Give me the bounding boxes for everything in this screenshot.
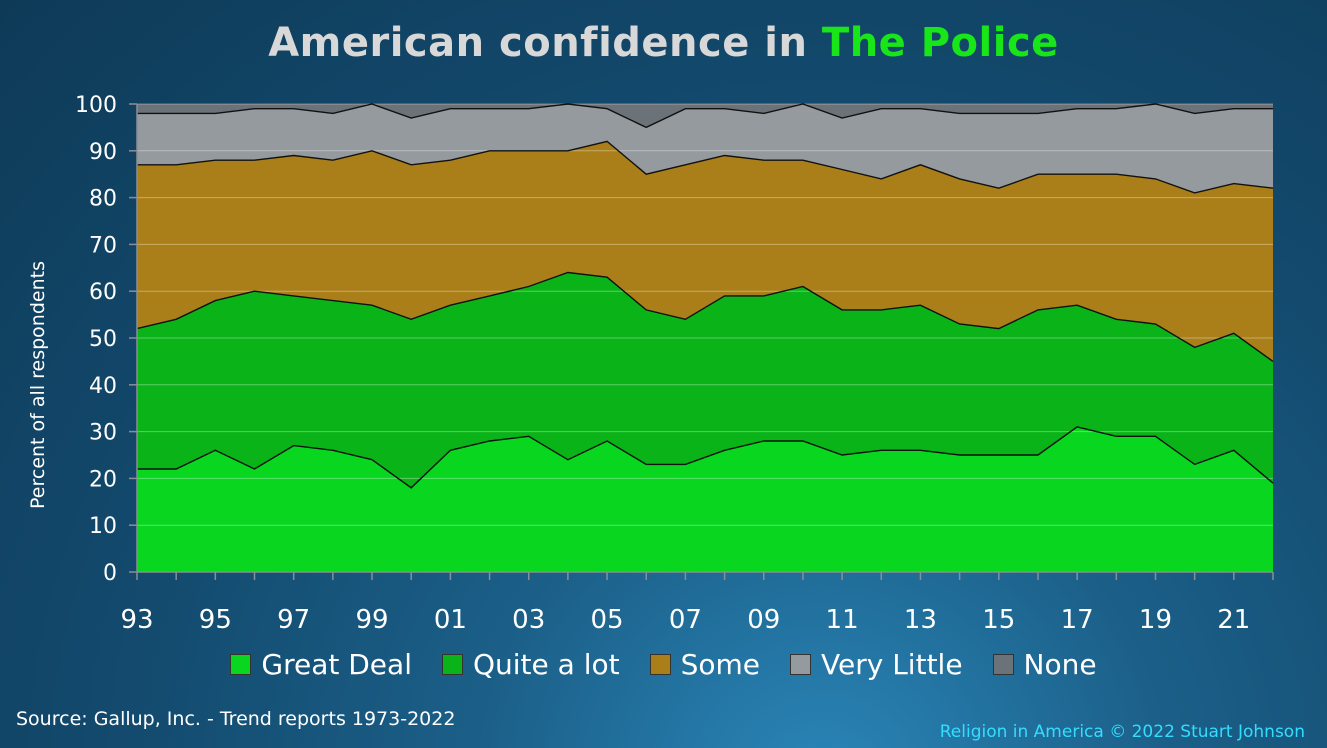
x-tick-label: 95	[199, 605, 232, 635]
chart-title: American confidence in The Police	[0, 20, 1327, 66]
x-tick-label: 19	[1139, 605, 1172, 635]
y-tick-label: 30	[89, 421, 117, 446]
area-great-deal	[137, 426, 1273, 572]
x-tick-label: 03	[512, 605, 545, 635]
legend-item-quite-a-lot: Quite a lot	[441, 648, 620, 681]
y-tick-label: 90	[89, 140, 117, 165]
chart-title-prefix: American confidence in	[268, 20, 822, 66]
axes	[129, 103, 1274, 580]
y-tick-label: 40	[89, 374, 117, 399]
legend-swatch	[230, 654, 252, 675]
y-tick-label: 60	[89, 280, 117, 305]
legend: Great Deal Quite a lot Some Very Little None	[0, 648, 1327, 681]
boundary-lines	[136, 103, 1274, 489]
x-tick-label: 13	[904, 605, 937, 635]
legend-swatch	[790, 654, 812, 675]
area-very-little	[137, 104, 1273, 193]
legend-label: None	[1023, 648, 1097, 681]
x-tick-label: 97	[277, 605, 310, 635]
x-tick-labels: 93 95 97 99 01 03 05 07 09 11 13 15 17 19 21	[120, 605, 1250, 635]
x-tick-label: 07	[669, 605, 702, 635]
line-some	[137, 140, 1274, 194]
legend-label: Some	[680, 648, 761, 681]
legend-swatch	[441, 654, 463, 675]
x-tick-label: 99	[355, 605, 388, 635]
y-tick-label: 20	[89, 467, 117, 492]
area-none	[137, 104, 1273, 128]
x-tick-label: 05	[591, 605, 624, 635]
line-quite-a-lot	[136, 271, 1274, 362]
x-tick-label: 11	[826, 605, 859, 635]
legend-swatch	[649, 654, 671, 675]
legend-label: Very Little	[821, 648, 963, 681]
y-tick-label: 80	[89, 187, 117, 212]
line-great-deal	[137, 426, 1274, 489]
source-note: Source: Gallup, Inc. - Trend reports 197…	[16, 708, 456, 730]
x-tick-label: 93	[120, 605, 153, 635]
y-tick-label: 0	[103, 561, 117, 586]
legend-item-very-little: Very Little	[790, 648, 963, 681]
area-quite-a-lot	[137, 272, 1273, 488]
area-layers	[137, 104, 1273, 572]
x-tick-label: 17	[1061, 605, 1094, 635]
x-tick-label: 09	[747, 605, 780, 635]
legend-label: Quite a lot	[472, 648, 620, 681]
x-tick-label: 15	[982, 605, 1015, 635]
y-tick-label: 70	[89, 233, 117, 258]
legend-item-great-deal: Great Deal	[230, 648, 412, 681]
y-tick-label: 100	[75, 93, 117, 118]
credit-note: Religion in America © 2022 Stuart Johnso…	[939, 722, 1305, 742]
gridlines	[137, 103, 1273, 526]
area-some	[137, 141, 1273, 362]
legend-swatch	[992, 654, 1014, 675]
chart-title-highlight: The Police	[821, 20, 1059, 66]
y-tick-label: 50	[89, 327, 117, 352]
legend-item-none: None	[992, 648, 1097, 681]
y-tick-label: 10	[89, 514, 117, 539]
line-very-little	[137, 103, 1273, 129]
legend-item-some: Some	[649, 648, 761, 681]
x-tick-label: 01	[434, 605, 467, 635]
legend-label: Great Deal	[261, 648, 412, 681]
y-tick-labels: 0 10 20 30 40 50 60 70 80 90 100	[75, 93, 117, 586]
x-tick-label: 21	[1217, 605, 1250, 635]
